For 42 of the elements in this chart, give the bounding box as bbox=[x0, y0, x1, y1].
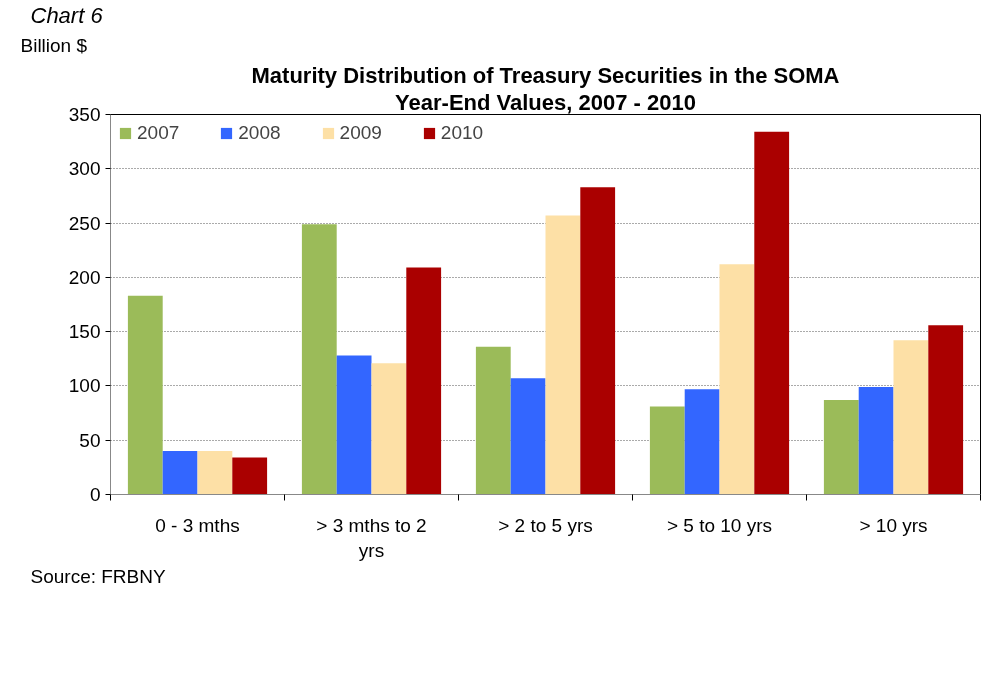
x-tick-label: > 2 to 5 yrs bbox=[498, 514, 593, 536]
bar bbox=[510, 378, 546, 495]
caption: Chart 6 bbox=[30, 2, 104, 28]
bar bbox=[684, 389, 720, 495]
y-tick-label: 350 bbox=[68, 104, 101, 125]
bar bbox=[406, 267, 442, 495]
bar bbox=[893, 340, 929, 495]
bar bbox=[475, 346, 511, 495]
bar bbox=[336, 355, 372, 495]
y-tick-label: 150 bbox=[68, 321, 101, 343]
x-tick-label: > 5 to 10 yrs bbox=[666, 514, 773, 536]
legend-label: 2010 bbox=[440, 122, 484, 144]
bar bbox=[649, 406, 685, 495]
bar bbox=[127, 295, 163, 495]
x-tick-label: > 10 yrs bbox=[859, 514, 928, 536]
legend-label: 2009 bbox=[339, 122, 382, 144]
y-tick-label: 300 bbox=[68, 158, 101, 180]
bar bbox=[580, 187, 616, 495]
y-tick-label: 0 bbox=[89, 484, 101, 505]
bar bbox=[162, 451, 198, 495]
bar bbox=[823, 400, 859, 495]
y-tick-label: 100 bbox=[68, 375, 101, 397]
bar bbox=[858, 387, 894, 495]
y-tick-label: 50 bbox=[79, 429, 101, 451]
bar bbox=[232, 457, 268, 495]
x-tick-label: > 3 mths to 2 yrs bbox=[316, 514, 427, 561]
legend-label: 2008 bbox=[238, 122, 281, 144]
bar bbox=[719, 264, 755, 495]
y-tick-label: 200 bbox=[68, 266, 101, 288]
bar bbox=[301, 224, 337, 495]
bar bbox=[754, 131, 790, 495]
y-tick-label: 250 bbox=[68, 212, 101, 234]
x-tick-label: 0 - 3 mths bbox=[155, 514, 240, 536]
chart-title: Maturity Distribution of Treasury Securities in the SOMA bbox=[251, 62, 840, 88]
bar bbox=[197, 451, 233, 495]
chart-subtitle: Year-End Values, 2007 - 2010 bbox=[395, 89, 696, 115]
legend-label: 2007 bbox=[137, 122, 180, 144]
bar bbox=[928, 325, 964, 495]
bar bbox=[371, 363, 407, 495]
source-note: Source: FRBNY bbox=[30, 565, 166, 587]
bar bbox=[545, 215, 581, 495]
y-axis-title: Billion $ bbox=[20, 34, 88, 56]
